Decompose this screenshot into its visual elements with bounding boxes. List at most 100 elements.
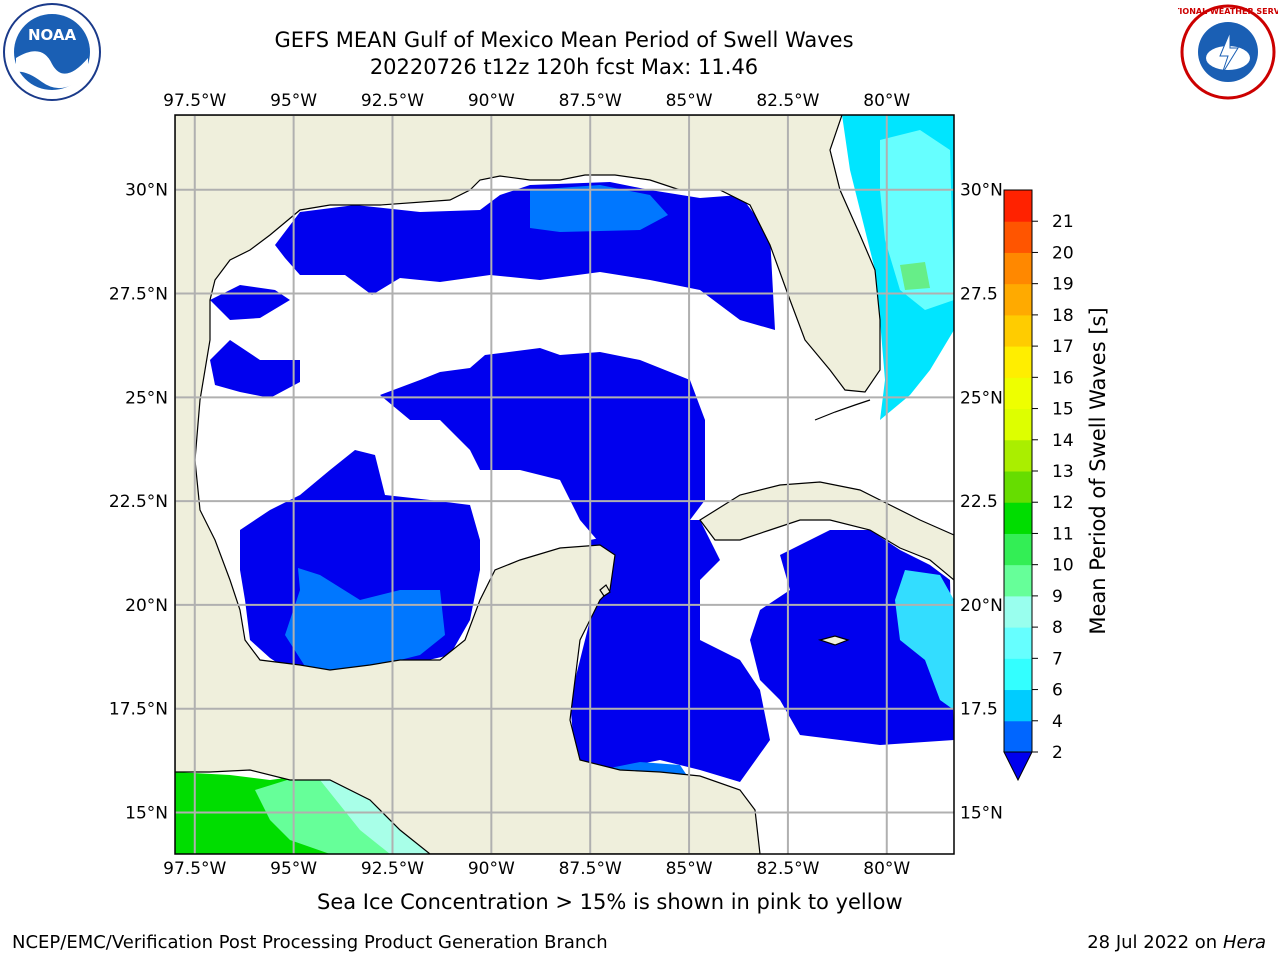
swell-atlantic-green xyxy=(900,262,930,290)
colorbar-segment-15 xyxy=(1004,252,1032,285)
lon-tick-top-4: 87.5°W xyxy=(559,91,622,111)
colorbar-label-12: 16 xyxy=(1052,368,1074,388)
colorbar-label-1: 4 xyxy=(1052,712,1063,732)
lat-tick-right-3: 22.5 xyxy=(960,492,998,512)
sea-ice-caption: Sea Ice Concentration > 15% is shown in … xyxy=(317,890,903,914)
lon-tick-top-7: 80°W xyxy=(863,91,910,111)
swell-nw-patches xyxy=(210,285,300,398)
swell-atlantic-light xyxy=(880,130,954,310)
colorbar-label-0: 2 xyxy=(1052,743,1063,763)
lon-tick-bottom-4: 87.5°W xyxy=(559,859,622,879)
colorbar-label-2: 6 xyxy=(1052,681,1063,701)
swell-west-lightblue xyxy=(285,568,445,682)
axis-tick-labels: 97.5°W 97.5°W 95°W 95°W 92.5°W 92.5°W 90°W 90°W… xyxy=(109,91,1003,879)
lat-tick-left-2: 25°N xyxy=(125,388,168,408)
colorbar-label-8: 12 xyxy=(1052,493,1074,513)
lon-tick-bottom-2: 92.5°W xyxy=(361,859,424,879)
colorbar-label-14: 18 xyxy=(1052,306,1074,326)
swell-yucatan-channel xyxy=(570,520,770,782)
chart-subtitle: 20220726 t12z 120h fcst Max: 11.46 xyxy=(369,55,759,79)
footer-host: Hera xyxy=(1222,932,1266,953)
lon-tick-bottom-7: 80°W xyxy=(863,859,910,879)
colorbar-label-5: 9 xyxy=(1052,587,1063,607)
land-yucatan-island xyxy=(599,584,611,597)
lat-tick-left-1: 27.5°N xyxy=(109,285,168,305)
lat-tick-right-4: 20°N xyxy=(960,596,1003,616)
colorbar-label-11: 15 xyxy=(1052,400,1074,420)
colorbar-segment-12 xyxy=(1004,346,1032,378)
colorbar-segment-16 xyxy=(1004,221,1032,253)
lon-tick-top-2: 92.5°W xyxy=(361,91,424,111)
colorbar-segment-1 xyxy=(1004,689,1032,722)
lat-tick-left-5: 17.5°N xyxy=(109,700,168,720)
lat-tick-right-6: 15°N xyxy=(960,803,1003,823)
colorbar-segment-0 xyxy=(1004,720,1032,753)
swell-period-field xyxy=(175,115,954,854)
map-frame xyxy=(174,114,955,855)
lon-tick-top-6: 82.5°W xyxy=(756,91,819,111)
colorbar-label-7: 11 xyxy=(1052,524,1074,544)
noaa-logo-text: NOAA xyxy=(28,26,77,44)
lon-tick-top-5: 85°W xyxy=(666,91,713,111)
colorbar-label-16: 20 xyxy=(1052,243,1074,263)
colorbar-label-3: 7 xyxy=(1052,649,1063,669)
colorbar-label-10: 14 xyxy=(1052,431,1074,451)
lat-tick-left-4: 20°N xyxy=(125,596,168,616)
lon-tick-bottom-3: 90°W xyxy=(468,859,515,879)
colorbar-label-17: 21 xyxy=(1052,212,1074,232)
lon-tick-top-0: 97.5°W xyxy=(163,91,226,111)
nws-logo-text: NATIONAL WEATHER SERVICE xyxy=(1178,7,1278,16)
colorbar-segment-10 xyxy=(1004,408,1032,441)
footer-date-text: 28 Jul 2022 on xyxy=(1087,932,1223,953)
swell-central-east xyxy=(380,348,705,555)
colorbar-title: Mean Period of Swell Waves [s] xyxy=(1086,307,1110,634)
lon-tick-bottom-6: 82.5°W xyxy=(756,859,819,879)
colorbar-label-13: 17 xyxy=(1052,337,1074,357)
colorbar-segment-13 xyxy=(1004,314,1032,347)
colorbar-segment-8 xyxy=(1004,471,1032,503)
colorbar-extend-arrow xyxy=(1003,751,1033,782)
colorbar-segment-7 xyxy=(1004,502,1032,534)
colorbar-segment-4 xyxy=(1004,595,1032,628)
gridlines xyxy=(175,115,954,854)
land-keys xyxy=(814,399,871,421)
colorbar-segment-9 xyxy=(1004,439,1032,472)
colorbar-segment-6 xyxy=(1004,533,1032,566)
colorbar-label-4: 8 xyxy=(1052,618,1063,638)
colorbar-segment-11 xyxy=(1004,377,1032,410)
lat-tick-right-1: 27.5 xyxy=(960,285,998,305)
noaa-logo: NOAA xyxy=(3,3,101,101)
colorbar-segment-3 xyxy=(1004,627,1032,659)
lat-tick-right-2: 25°N xyxy=(960,388,1003,408)
nws-logo: NATIONAL WEATHER SERVICE xyxy=(1178,4,1278,100)
land-areas xyxy=(175,115,954,854)
land-jamaica xyxy=(817,635,850,646)
colorbar-label-9: 13 xyxy=(1052,462,1074,482)
colorbar-segment-17 xyxy=(1004,190,1032,222)
colorbar-label-15: 19 xyxy=(1052,275,1074,295)
map-area xyxy=(175,115,954,854)
lat-tick-left-0: 30°N xyxy=(125,181,168,201)
footer-producer: NCEP/EMC/Verification Post Processing Pr… xyxy=(12,932,608,953)
footer-date: 28 Jul 2022 on Hera xyxy=(1087,932,1266,953)
lon-tick-bottom-1: 95°W xyxy=(270,859,317,879)
lat-tick-right-5: 17.5 xyxy=(960,700,998,720)
lat-tick-right-0: 30°N xyxy=(960,181,1003,201)
colorbar-segment-14 xyxy=(1004,283,1032,316)
colorbar-segment-5 xyxy=(1004,564,1032,597)
lon-tick-top-1: 95°W xyxy=(270,91,317,111)
lon-tick-top-3: 90°W xyxy=(468,91,515,111)
lon-tick-bottom-0: 97.5°W xyxy=(163,859,226,879)
lon-tick-bottom-5: 85°W xyxy=(666,859,713,879)
land-north-america xyxy=(175,115,881,854)
swell-pacific-cyan xyxy=(320,778,430,854)
lat-tick-left-3: 22.5°N xyxy=(109,492,168,512)
colorbar-label-6: 10 xyxy=(1052,556,1074,576)
chart-title: GEFS MEAN Gulf of Mexico Mean Period of … xyxy=(274,28,854,52)
swell-north-lightblue xyxy=(530,185,668,232)
colorbar: 2 4 6 7 8 9 10 11 12 13 14 15 16 17 18 19 20 21 Mean Perio… xyxy=(1003,189,1110,782)
lat-tick-left-6: 15°N xyxy=(125,803,168,823)
colorbar-segment-2 xyxy=(1004,658,1032,691)
land-cuba xyxy=(699,481,954,581)
